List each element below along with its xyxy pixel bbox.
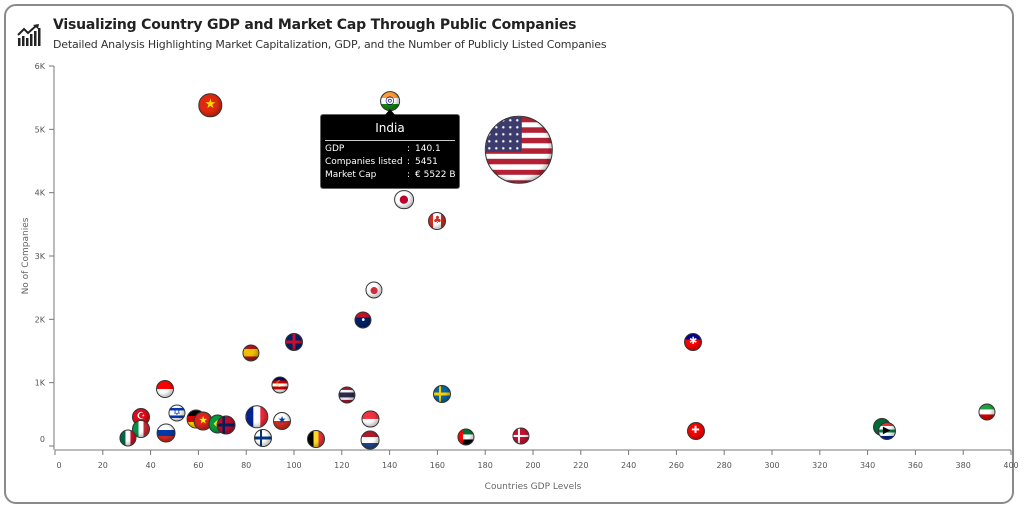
flag-emblem-icon: ✡ [172, 407, 181, 419]
x-axis-title: Countries GDP Levels [485, 482, 582, 492]
x-tick-label: 120 [334, 461, 349, 470]
flag-emblem-icon: ◎ [385, 93, 395, 107]
y-tick-label: 1K [35, 379, 46, 388]
tooltip-row: Market Cap: € 5522 B [321, 170, 459, 180]
x-tick-label: 100 [286, 461, 301, 470]
tooltip-label: GDP [325, 144, 345, 154]
flag-emblem-icon: ● [369, 284, 379, 296]
flag-emblem-icon: ☪ [136, 410, 146, 422]
flag-canton [485, 116, 522, 153]
bubble-france[interactable] [245, 405, 269, 429]
bubble-south-korea[interactable]: ● [365, 281, 383, 299]
x-tick-label: 0 [56, 461, 61, 470]
tooltip-sep: : [407, 144, 411, 154]
bubble-norway[interactable] [216, 415, 236, 435]
x-tick-label: 240 [621, 461, 636, 470]
x-tick-label: 60 [193, 461, 203, 470]
x-tick-label: 160 [430, 461, 445, 470]
tooltip-row: GDP:140.1 [321, 144, 459, 154]
x-tick-label: 400 [1003, 461, 1018, 470]
x-tick-label: 360 [908, 461, 923, 470]
bubble-india[interactable]: ◎ [379, 90, 400, 111]
x-tick-label: 20 [98, 461, 108, 470]
chart-frame [4, 4, 1014, 504]
bubble-israel[interactable]: ✡ [168, 404, 186, 422]
chart-title: Visualizing Country GDP and Market Cap T… [53, 17, 577, 33]
bubble-sweden[interactable] [433, 384, 452, 403]
x-tick-label: 220 [573, 461, 588, 470]
tooltip-row: Companies listed:5451 [321, 157, 459, 167]
tooltip-label: Market Cap [325, 170, 377, 180]
y-tick-label: 5K [35, 125, 46, 134]
bubble-malaysia[interactable]: ☾ [271, 376, 289, 394]
bubble-finland[interactable] [253, 428, 272, 447]
bubble-singapore[interactable] [361, 410, 380, 428]
flag-emblem-icon: ★ [198, 414, 208, 427]
x-tick-label: 320 [812, 461, 827, 470]
bubble-switzerland[interactable]: ✚ [686, 421, 705, 440]
tooltip-title: India [325, 115, 455, 141]
bubble-united-kingdom[interactable] [285, 332, 303, 351]
bubble-taiwan[interactable]: ✱ [684, 333, 703, 352]
tooltip-sep: : [407, 157, 411, 167]
flag-emblem-icon: ✚ [691, 424, 700, 436]
bubble-iran[interactable] [978, 403, 996, 421]
bubble-indonesia[interactable] [155, 379, 174, 398]
flag-emblem-icon: ☾ [275, 378, 284, 390]
bubble-united-arab-emirates[interactable] [457, 428, 475, 446]
x-tick-label: 80 [241, 461, 251, 470]
bubble-russia[interactable] [156, 423, 176, 443]
bubble-australia[interactable]: • [354, 311, 372, 329]
x-tick-label: 200 [525, 461, 540, 470]
y-axis-title: No of Companies [21, 217, 31, 294]
y-tick-label: 0 [40, 435, 45, 444]
tooltip-sep: : [407, 170, 411, 180]
chart-subtitle: Detailed Analysis Highlighting Market Ca… [53, 38, 607, 51]
x-tick-label: 300 [764, 461, 779, 470]
flag-emblem-icon: ▶ [882, 424, 891, 436]
flag-emblem-icon: ★ [277, 414, 287, 426]
bubble-canada[interactable]: ♣ [428, 211, 447, 230]
bubble-italy[interactable] [132, 419, 151, 438]
flag-emblem-icon: ★ [204, 96, 217, 112]
x-tick-label: 180 [478, 461, 493, 470]
bubble-spain[interactable] [242, 343, 260, 362]
y-tick-label: 6K [35, 62, 46, 71]
x-tick-label: 260 [669, 461, 684, 470]
bubble-china[interactable]: ★ [198, 93, 223, 117]
flag-emblem-icon: ✱ [688, 336, 698, 348]
tooltip-label: Companies listed [325, 157, 403, 167]
tooltip-value: € 5522 B [415, 170, 456, 180]
flag-emblem-icon: ♣ [432, 214, 442, 226]
bubble-netherlands[interactable] [361, 430, 380, 450]
x-tick-label: 280 [717, 461, 732, 470]
y-tick-label: 2K [35, 315, 46, 324]
bubble-mexico[interactable] [119, 429, 137, 447]
bubble-chile[interactable]: ★ [273, 411, 292, 430]
x-tick-label: 40 [146, 461, 156, 470]
tooltip-value: 140.1 [415, 144, 441, 154]
tooltip: India GDP:140.1 Companies listed:5451 Mark… [320, 109, 460, 189]
bubble-united-states[interactable] [484, 115, 553, 184]
x-tick-label: 140 [382, 461, 397, 470]
x-tick-label: 340 [860, 461, 875, 470]
bubble-south-africa[interactable]: ▶ [877, 421, 896, 440]
flag-emblem-icon: • [360, 314, 367, 326]
x-tick-label: 380 [956, 461, 971, 470]
y-tick-label: 3K [35, 252, 46, 261]
flag-emblem-icon: ● [399, 192, 409, 206]
tooltip-value: 5451 [415, 157, 438, 167]
bubble-denmark[interactable] [512, 427, 530, 445]
y-tick-label: 4K [35, 189, 46, 198]
bubble-japan[interactable]: ● [394, 189, 414, 210]
bubble-belgium[interactable] [306, 429, 325, 448]
chart-growth-icon [17, 24, 41, 46]
bubble-thailand[interactable] [338, 386, 356, 404]
